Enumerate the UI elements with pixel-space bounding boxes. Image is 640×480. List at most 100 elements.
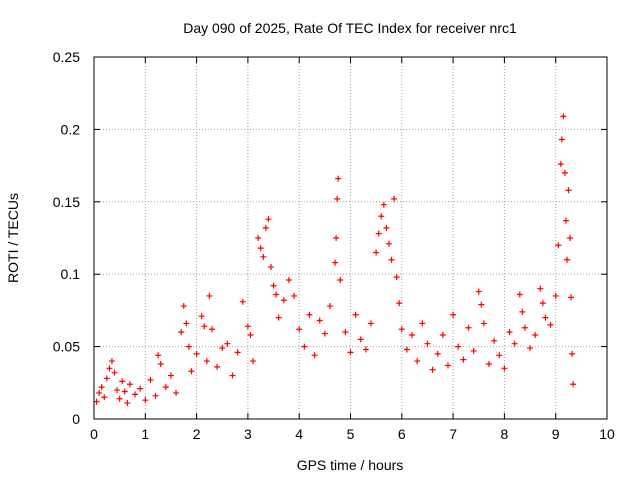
data-point (486, 360, 493, 367)
data-point (126, 381, 133, 388)
data-point (439, 332, 446, 339)
x-tick-label: 9 (552, 426, 560, 442)
data-point (180, 303, 187, 310)
grid-layer (94, 57, 607, 419)
data-point (103, 375, 110, 382)
x-axis-label: GPS time / hours (297, 457, 404, 473)
data-point (368, 320, 375, 327)
data-point (224, 340, 231, 347)
x-tick-label: 0 (90, 426, 98, 442)
labels-layer: 0 1 2 3 4 5 6 7 8 9 10 0 0.05 0.1 0.15 0.2 0.25 (53, 49, 615, 442)
data-point (383, 224, 390, 231)
data-point (516, 291, 523, 298)
data-point (147, 376, 154, 383)
data-point (460, 356, 467, 363)
data-point (239, 298, 246, 305)
data-point (193, 350, 200, 357)
data-point (137, 385, 144, 392)
data-point (521, 324, 528, 331)
data-point (478, 301, 485, 308)
data-point (203, 358, 210, 365)
x-tick-label: 1 (141, 426, 149, 442)
data-point (124, 400, 131, 407)
data-point (562, 217, 569, 224)
data-point (391, 195, 398, 202)
data-point (155, 352, 162, 359)
data-point (157, 360, 164, 367)
data-point (557, 161, 564, 168)
x-tick-label: 7 (449, 426, 457, 442)
data-point (527, 345, 534, 352)
data-point (558, 136, 565, 143)
data-point (101, 394, 108, 401)
data-point (409, 332, 416, 339)
data-point (257, 245, 264, 252)
x-tick-label: 2 (193, 426, 201, 442)
y-axis-label: ROTI / TECUs (5, 193, 21, 283)
data-point (378, 213, 385, 220)
data-point (152, 392, 159, 399)
data-point (260, 253, 267, 260)
data-point (511, 340, 518, 347)
data-point (532, 332, 539, 339)
data-point (388, 256, 395, 263)
data-point (567, 235, 574, 241)
y-tick-label: 0.1 (61, 266, 81, 282)
x-tick-label: 8 (501, 426, 509, 442)
data-point (501, 365, 508, 372)
data-point (285, 276, 292, 283)
data-point (306, 311, 313, 318)
data-point (301, 343, 308, 350)
data-point (552, 292, 559, 299)
data-point (357, 336, 364, 343)
data-point (335, 175, 342, 182)
data-point (167, 372, 174, 379)
data-point (444, 362, 451, 369)
data-point (362, 346, 369, 353)
data-point (255, 235, 262, 241)
data-point (333, 235, 340, 241)
data-point (393, 274, 400, 281)
data-point (334, 195, 341, 202)
data-point (116, 395, 123, 402)
data-point (111, 369, 118, 376)
y-tick-label: 0.2 (61, 121, 81, 137)
data-point (275, 314, 282, 321)
data-point (119, 378, 126, 385)
data-point (106, 365, 113, 372)
x-tick-label: 10 (599, 426, 615, 442)
data-point (321, 330, 328, 337)
data-point (114, 387, 121, 394)
data-point (188, 368, 195, 375)
y-tick-label: 0.05 (53, 339, 80, 355)
data-point (563, 256, 570, 263)
data-point (332, 259, 339, 266)
y-tick-label: 0.15 (53, 194, 80, 210)
data-point (396, 300, 403, 307)
x-tick-label: 3 (244, 426, 252, 442)
x-tick-label: 5 (347, 426, 355, 442)
data-point (429, 366, 436, 373)
data-point (565, 187, 572, 194)
data-point (455, 343, 462, 350)
data-point (560, 113, 567, 120)
data-point (296, 326, 303, 333)
data-point (542, 314, 549, 321)
data-point (326, 303, 333, 310)
data-point (250, 358, 257, 365)
data-point (537, 285, 544, 292)
data-point (347, 349, 354, 356)
data-point (398, 326, 405, 333)
data-point (475, 288, 482, 295)
data-point (375, 230, 382, 237)
data-point (519, 308, 526, 315)
data-point (480, 320, 487, 327)
data-point (208, 326, 215, 333)
data-point (132, 391, 139, 398)
x-tick-label: 6 (398, 426, 406, 442)
data-point (450, 311, 457, 318)
data-point (183, 320, 190, 327)
data-point (385, 240, 392, 247)
data-point (229, 372, 236, 379)
data-point (569, 350, 576, 357)
